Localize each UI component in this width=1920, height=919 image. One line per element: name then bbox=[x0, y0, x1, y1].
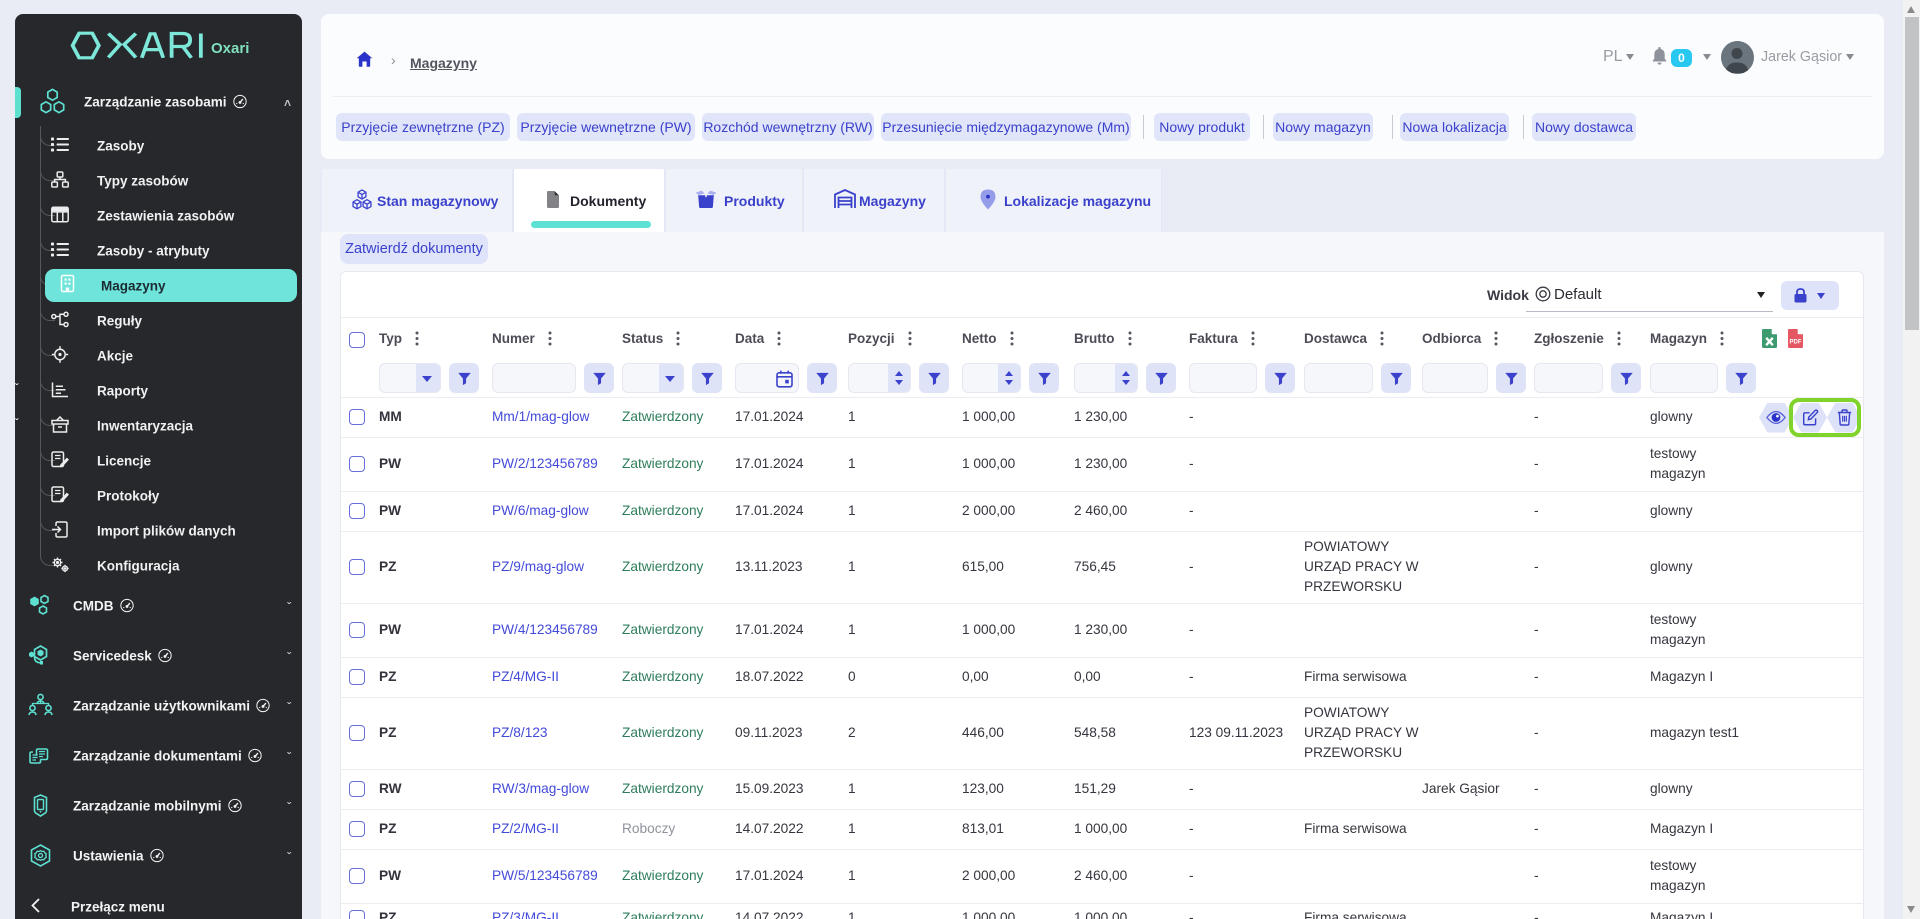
svg-text:PDF: PDF bbox=[1789, 339, 1801, 345]
